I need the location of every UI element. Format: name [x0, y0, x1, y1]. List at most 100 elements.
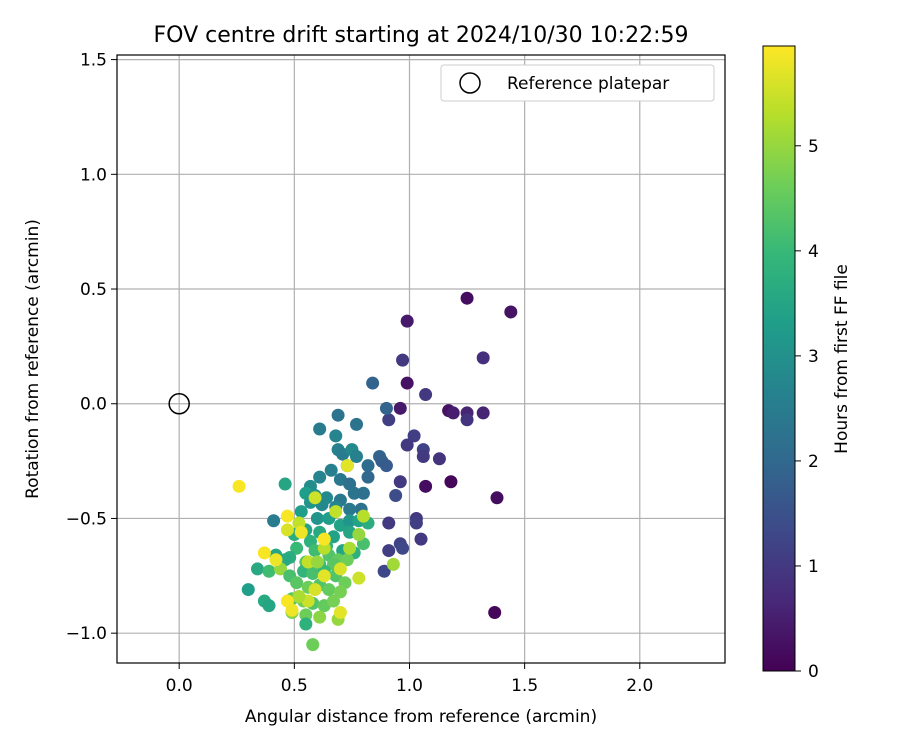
data-point	[333, 585, 347, 599]
colorbar-tick-label: 5	[808, 137, 819, 157]
data-point	[444, 475, 458, 489]
data-point	[407, 429, 421, 443]
data-point	[329, 505, 343, 519]
x-tick-label: 1.5	[511, 676, 538, 696]
chart-title: FOV centre drift starting at 2024/10/30 …	[154, 23, 689, 48]
data-point	[326, 594, 340, 608]
data-point	[343, 514, 357, 528]
data-point	[285, 603, 299, 617]
x-axis-ticks: 0.0 0.5 1.0 1.5 2.0	[166, 663, 653, 696]
data-point	[290, 541, 304, 555]
data-point	[269, 553, 283, 567]
x-axis-label: Angular distance from reference (arcmin)	[245, 707, 597, 727]
data-point	[280, 509, 294, 523]
data-point	[313, 422, 327, 436]
data-point	[343, 502, 357, 516]
data-point	[419, 479, 433, 493]
grid	[117, 55, 725, 663]
data-point	[350, 417, 364, 431]
colorbar-gradient	[762, 45, 796, 672]
data-point	[294, 525, 308, 539]
y-axis-label: Rotation from reference (arcmin)	[23, 219, 43, 499]
data-point	[446, 406, 460, 420]
y-tick-label: 0.5	[80, 280, 107, 300]
data-point	[393, 401, 407, 415]
data-point	[250, 562, 264, 576]
data-point	[317, 569, 331, 583]
data-point	[317, 532, 331, 546]
data-point	[232, 479, 246, 493]
plot-area: 0.0 0.5 1.0 1.5 2.0 −1.0 −0.5 0.0 0.5 1.0 1.5	[66, 51, 726, 696]
x-tick-label: 1.0	[396, 676, 423, 696]
data-point	[267, 514, 281, 528]
data-point	[460, 291, 474, 305]
data-point	[396, 541, 410, 555]
axes-frame	[116, 54, 726, 664]
colorbar-tick-label: 1	[808, 557, 819, 577]
data-point	[382, 516, 396, 530]
data-point	[400, 438, 414, 452]
data-point	[280, 523, 294, 537]
data-point	[488, 606, 502, 620]
data-point	[301, 555, 315, 569]
legend: Reference platepar	[440, 64, 715, 102]
data-point	[476, 351, 490, 365]
data-point	[361, 459, 375, 473]
data-point	[313, 470, 327, 484]
y-tick-label: −0.5	[66, 509, 107, 529]
data-point	[241, 583, 255, 597]
data-point	[257, 546, 271, 560]
x-tick-label: 0.5	[281, 676, 308, 696]
data-point	[419, 388, 433, 402]
data-point	[306, 638, 320, 652]
data-point	[352, 528, 366, 542]
data-point	[366, 376, 380, 390]
data-point	[299, 617, 313, 631]
y-tick-label: 0.0	[80, 395, 107, 415]
data-point	[490, 491, 504, 505]
data-point	[504, 305, 518, 319]
data-point	[292, 589, 306, 603]
data-point	[414, 532, 428, 546]
data-point	[333, 606, 347, 620]
data-point	[393, 475, 407, 489]
data-point	[389, 489, 403, 503]
data-point	[324, 463, 338, 477]
data-point	[299, 608, 313, 622]
data-point	[382, 544, 396, 558]
data-point	[382, 413, 396, 427]
data-point	[432, 452, 446, 466]
data-point	[262, 564, 276, 578]
colorbar-tick-label: 0	[808, 662, 819, 682]
data-point	[329, 429, 343, 443]
data-point	[308, 583, 322, 597]
data-point	[313, 610, 327, 624]
data-point	[306, 567, 320, 581]
data-points	[232, 291, 518, 652]
data-point	[379, 459, 393, 473]
data-point	[310, 511, 324, 525]
data-point	[396, 353, 410, 367]
data-point	[416, 450, 430, 464]
legend-box	[440, 64, 715, 102]
y-tick-label: 1.5	[80, 51, 107, 71]
data-point	[347, 486, 361, 500]
data-point	[310, 555, 324, 569]
colorbar: 0 1 2 3 4 5 Hours from first FF file	[762, 45, 852, 682]
data-point	[352, 571, 366, 585]
data-point	[460, 413, 474, 427]
data-point	[356, 509, 370, 523]
colorbar-ticks: 0 1 2 3 4 5	[795, 137, 819, 682]
data-point	[317, 541, 331, 555]
data-point	[350, 450, 364, 464]
data-point	[322, 583, 336, 597]
data-point	[379, 401, 393, 415]
reference-platepar-marker	[168, 392, 190, 415]
data-point	[377, 564, 391, 578]
data-point	[331, 408, 345, 422]
data-point	[409, 516, 423, 530]
legend-label-reference-platepar: Reference platepar	[507, 74, 669, 94]
y-tick-label: −1.0	[66, 624, 107, 644]
legend-marker-reference-platepar	[459, 72, 481, 94]
data-point	[340, 553, 354, 567]
